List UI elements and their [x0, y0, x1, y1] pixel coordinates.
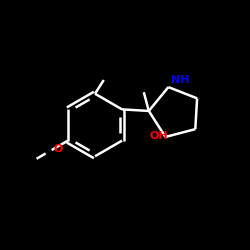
Text: O: O [54, 144, 63, 154]
Text: NH: NH [171, 74, 190, 85]
Text: OH: OH [149, 131, 168, 141]
